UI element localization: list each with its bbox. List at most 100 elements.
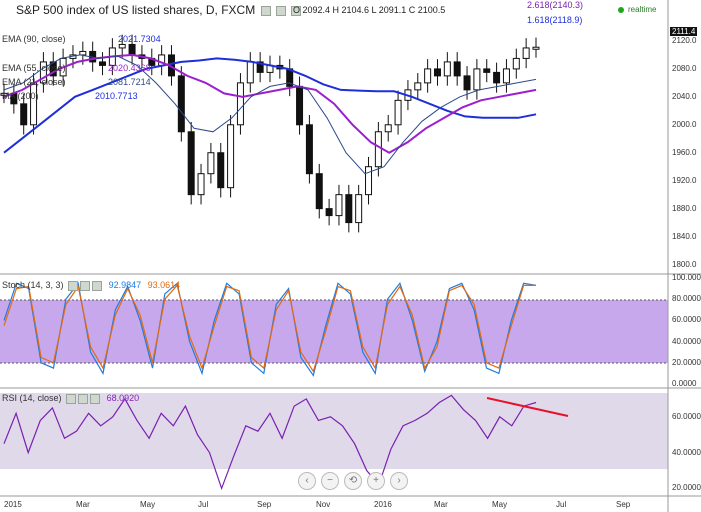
rsi-visibility-icon[interactable]: [78, 393, 89, 404]
price-candle: [414, 82, 422, 91]
price-candle: [99, 61, 107, 66]
price-candle: [443, 61, 451, 77]
price-tick-label: 1800.0: [672, 259, 697, 269]
close-icon[interactable]: [291, 5, 302, 16]
price-candle: [39, 61, 47, 84]
price-candle: [424, 68, 432, 84]
legend-ma200[interactable]: MA (200) 2010.7713: [2, 91, 138, 101]
price-candle: [532, 46, 540, 50]
legend-ema55[interactable]: EMA (55, close) 2020.4368: [2, 63, 151, 73]
price-tick-label: 1880.0: [672, 203, 697, 213]
price-candle: [118, 43, 126, 49]
price-tick-label: 2000.0: [672, 119, 697, 129]
price-candle: [315, 173, 323, 210]
price-candle: [217, 152, 225, 189]
stoch-tick-label: 80.0000: [672, 294, 701, 304]
stoch-lines: [3, 281, 537, 377]
price-tick-label: 1840.0: [672, 231, 697, 241]
price-candle: [49, 61, 57, 77]
settings-icon[interactable]: [260, 5, 271, 16]
time-tick-label: Nov: [316, 500, 331, 509]
price-candle: [177, 75, 185, 133]
price-candle: [207, 152, 215, 175]
price-candle: [394, 99, 402, 126]
price-candle: [187, 131, 195, 196]
stoch-tick-label: 40.0000: [672, 336, 701, 346]
price-tick-label: 2040.0: [672, 91, 697, 101]
fib-2618-label: 2.618(2140.3): [527, 0, 584, 10]
time-tick-label: May: [492, 500, 508, 509]
stoch-visibility-icon[interactable]: [80, 280, 91, 291]
reset-button[interactable]: ⟲: [344, 472, 362, 490]
price-candle: [463, 75, 471, 91]
legend-ema21[interactable]: EMA (21, close) 2081.7214: [2, 77, 151, 87]
price-candle: [246, 61, 254, 84]
stoch-d-line: [3, 284, 536, 373]
time-tick-label: 2015: [4, 500, 22, 509]
price-tick-label: 2120.0: [672, 35, 697, 45]
stoch-band: [0, 300, 668, 363]
rsi-lines: [3, 394, 537, 491]
realtime-dot-icon: [618, 7, 624, 13]
ohlc-readout: O 2092.4 H 2104.6 L 2091.1 C 2100.5: [293, 5, 446, 15]
price-candle: [502, 68, 510, 84]
price-candle: [79, 50, 87, 56]
price-candle: [20, 103, 28, 126]
price-candle: [0, 92, 8, 96]
rsi-line: [3, 394, 537, 491]
ema55-label: EMA (55, close): [2, 63, 66, 73]
price-candle: [493, 71, 501, 84]
rsi-tick-label: 40.0000: [672, 447, 701, 457]
stoch-d-value: 93.0614: [147, 280, 181, 290]
time-tick-label: May: [140, 500, 156, 509]
rsi-band: [0, 393, 668, 469]
price-tick-label: 1960.0: [672, 147, 697, 157]
scroll-right-button[interactable]: ›: [390, 472, 408, 490]
stoch-tick-label: 20.0000: [672, 357, 701, 367]
time-tick-label: Mar: [76, 500, 90, 509]
price-candle: [335, 194, 343, 217]
time-tick-label: Sep: [257, 500, 272, 509]
stoch-settings-icon[interactable]: [68, 280, 79, 291]
price-candle: [355, 194, 363, 224]
rsi-value: 68.0920: [106, 393, 140, 403]
time-tick-label: Mar: [434, 500, 448, 509]
price-candle: [374, 131, 382, 168]
ma200-label: MA (200): [2, 91, 39, 101]
price-candle: [453, 61, 461, 77]
rsi-tick-label: 20.0000: [672, 483, 701, 493]
realtime-label: realtime: [628, 5, 657, 14]
price-candle: [365, 166, 373, 196]
rsi-close-icon[interactable]: [90, 393, 101, 404]
price-candle: [236, 82, 244, 126]
stoch-close-icon[interactable]: [92, 280, 103, 291]
price-tick-label: 1920.0: [672, 175, 697, 185]
zoom-out-button[interactable]: −: [321, 472, 339, 490]
ema90-value: 2021.7304: [118, 34, 161, 44]
legend-ema90[interactable]: EMA (90, close) 2021.7304: [2, 34, 161, 44]
price-candle: [512, 57, 520, 70]
price-pane-bg: [0, 0, 668, 272]
price-candle: [227, 124, 235, 189]
ema90-label: EMA (90, close): [2, 34, 66, 44]
visibility-icon[interactable]: [275, 5, 286, 16]
price-bars: [0, 34, 540, 233]
title-text: S&P 500 index of US listed shares, D, FX…: [16, 3, 256, 17]
rsi-settings-icon[interactable]: [66, 393, 77, 404]
price-candle: [384, 124, 392, 133]
ema-lines: [3, 53, 537, 175]
stoch-label: Stoch (14, 3, 3): [2, 280, 64, 290]
time-tick-label: 2016: [374, 500, 392, 509]
stoch-tick-label: 100.0000: [672, 273, 701, 282]
scroll-left-button[interactable]: ‹: [298, 472, 316, 490]
legend-stoch[interactable]: Stoch (14, 3, 3) 92.9847 93.0614: [2, 280, 180, 291]
fib-1618-label: 1.618(2118.9): [527, 15, 583, 25]
price-candle: [483, 68, 491, 73]
legend-rsi[interactable]: RSI (14, close) 68.0920: [2, 393, 139, 404]
rsi-label: RSI (14, close): [2, 393, 62, 403]
ema-line: [3, 53, 537, 154]
price-tick-label: 2080.0: [672, 63, 697, 73]
price-candle: [197, 173, 205, 196]
zoom-in-button[interactable]: +: [367, 472, 385, 490]
